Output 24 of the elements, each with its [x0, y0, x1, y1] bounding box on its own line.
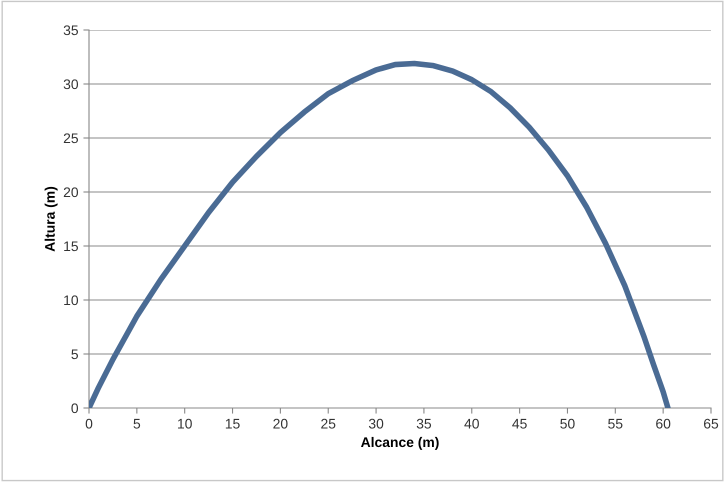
- x-axis-title: Alcance (m): [360, 436, 439, 450]
- x-tick-label: 60: [656, 418, 670, 429]
- x-tick-label: 25: [321, 418, 336, 429]
- y-tick-label: 5: [71, 349, 78, 360]
- x-tick-label: 55: [608, 418, 622, 429]
- x-tick-label: 15: [226, 418, 240, 429]
- x-tick-label: 20: [273, 418, 288, 429]
- y-tick-label: 30: [64, 79, 78, 90]
- x-tick-label: 50: [560, 418, 575, 429]
- y-tick-label: 0: [71, 403, 78, 414]
- y-axis-title: Altura (m): [44, 186, 58, 252]
- x-tick-label: 0: [86, 418, 92, 429]
- y-tick-label: 20: [64, 187, 78, 198]
- x-tick-label: 10: [178, 418, 192, 429]
- x-tick-label: 35: [416, 418, 432, 429]
- y-tick-label: 15: [64, 241, 78, 252]
- y-tick-label: 25: [64, 133, 78, 144]
- x-tick-label: 5: [134, 418, 140, 429]
- x-tick-label: 45: [512, 418, 527, 429]
- y-tick-label: 35: [64, 25, 78, 36]
- x-tick-label: 65: [704, 418, 718, 429]
- x-tick-label: 40: [464, 418, 479, 429]
- y-tick-label: 10: [64, 295, 78, 306]
- x-tick-label: 30: [368, 418, 384, 429]
